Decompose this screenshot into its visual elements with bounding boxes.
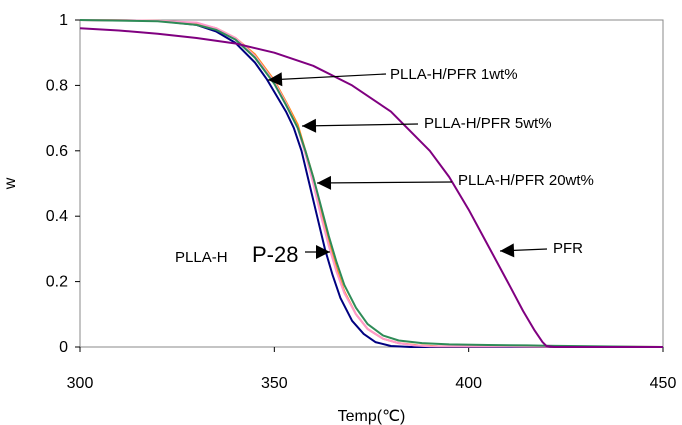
- x-tick-label-2: 400: [455, 375, 482, 392]
- annotation-arrow-line-2: [316, 181, 453, 184]
- series-line-2: [79, 19, 664, 348]
- annotation-label-5wt: PLLA-H/PFR 5wt%: [424, 115, 552, 132]
- x-tick-label-0: 300: [67, 375, 94, 392]
- axes: 0 0.2 0.4 0.6 0.8 1 300 350 400 450 Temp(℃) w: [2, 12, 676, 425]
- y-tick-label-5: 1: [59, 12, 68, 29]
- annotation-label-plla-h: PLLA-H: [175, 249, 228, 266]
- annotation-layer: PLLA-H/PFR 1wt% PLLA-H/PFR 5wt% PLLA-H/P…: [175, 66, 594, 267]
- y-axis-title: w: [2, 177, 19, 190]
- series-line-0: [79, 19, 663, 348]
- x-tick-label-3: 450: [650, 375, 677, 392]
- annotation-label-pfr: PFR: [553, 240, 583, 257]
- annotation-label-20wt: PLLA-H/PFR 20wt%: [458, 172, 594, 189]
- x-axis-title: Temp(℃): [338, 408, 406, 425]
- annotation-arrowhead-4: [316, 245, 330, 259]
- y-tick-label-4: 0.8: [46, 77, 68, 94]
- annotation-arrowhead-2: [317, 175, 332, 190]
- annotation-label-p28: P-28: [252, 242, 298, 267]
- y-tick-label-3: 0.6: [46, 143, 68, 160]
- annotation-arrow-line-0: [267, 73, 387, 81]
- annotation-arrowhead-3: [500, 243, 515, 258]
- y-tick-label-1: 0.2: [46, 274, 68, 291]
- x-tick-label-1: 350: [261, 375, 288, 392]
- series-layer: [79, 19, 664, 348]
- annotation-label-1wt: PLLA-H/PFR 1wt%: [390, 66, 518, 83]
- annotation-arrow-line-1: [301, 123, 419, 127]
- series-line-4: [79, 27, 663, 348]
- series-line-3: [79, 19, 664, 348]
- annotation-arrowhead-0: [268, 72, 283, 87]
- y-tick-label-2: 0.4: [46, 208, 68, 225]
- y-tick-label-0: 0: [59, 339, 68, 356]
- annotation-arrowhead-1: [302, 118, 317, 133]
